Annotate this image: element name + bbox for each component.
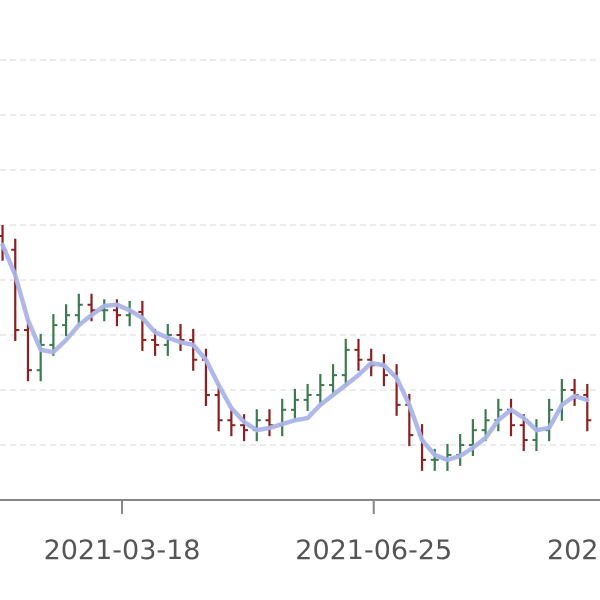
moving-average-line [0, 242, 590, 463]
x-tick-label: 2021-03-18 [44, 535, 201, 566]
x-tick-label: 2021-10-02 [547, 535, 600, 566]
x-tick-label: 2021-06-25 [295, 535, 452, 566]
